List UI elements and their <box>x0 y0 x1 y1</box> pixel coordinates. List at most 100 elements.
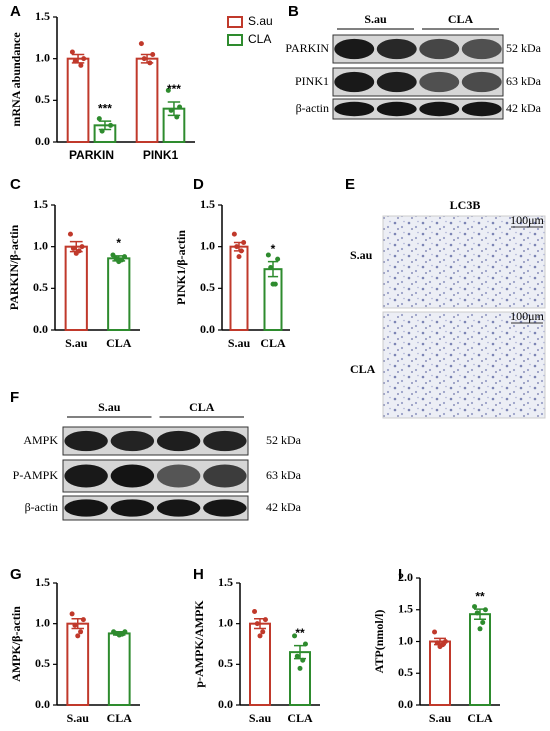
data-point <box>110 252 116 258</box>
data-point <box>80 617 86 623</box>
blot-band <box>334 71 375 93</box>
panel-label: D <box>193 176 204 193</box>
data-point <box>99 128 105 134</box>
data-point <box>147 60 153 66</box>
scale-label: 100μm <box>510 309 544 323</box>
blot-band <box>461 71 502 93</box>
y-tick-label: 1.0 <box>200 238 215 252</box>
blot-band <box>203 464 247 488</box>
bar <box>66 57 90 144</box>
data-point <box>482 607 488 613</box>
x-tick-label: S.au <box>249 711 272 725</box>
data-point <box>434 640 440 646</box>
data-point <box>265 252 271 258</box>
data-point <box>69 611 75 617</box>
bar <box>289 651 311 707</box>
data-point <box>268 265 274 270</box>
data-point <box>72 58 78 64</box>
blot-band <box>334 38 375 60</box>
data-point <box>260 629 266 635</box>
data-point <box>81 56 87 62</box>
y-tick-label: 0.5 <box>35 92 50 106</box>
data-point <box>474 610 480 616</box>
blot-band <box>64 499 108 517</box>
x-tick-label: CLA <box>107 711 133 725</box>
protein-label: β-actin <box>25 500 58 514</box>
data-point <box>73 250 79 256</box>
blot-band <box>64 430 108 452</box>
data-point <box>150 52 156 57</box>
bar <box>64 245 88 332</box>
panel-label: F <box>10 389 19 406</box>
data-point <box>472 604 478 610</box>
blot-band <box>64 464 108 488</box>
legend-label: CLA <box>248 32 271 46</box>
data-point <box>69 49 75 55</box>
blot-band <box>461 38 502 60</box>
data-point <box>294 653 300 659</box>
data-point <box>75 633 81 639</box>
y-tick-label: 0.5 <box>35 656 50 670</box>
significance: ** <box>295 626 305 640</box>
y-tick-label: 0.5 <box>218 656 233 670</box>
data-point <box>480 619 486 625</box>
size-label: 52 kDa <box>266 433 302 447</box>
bar <box>107 632 131 707</box>
size-label: 42 kDa <box>266 500 302 514</box>
y-tick-label: 1.0 <box>35 50 50 64</box>
data-point <box>116 259 122 265</box>
blot-band <box>156 464 201 488</box>
data-point <box>254 621 260 627</box>
data-point <box>141 56 147 62</box>
y-tick-label: 1.5 <box>33 197 48 211</box>
y-axis-label: PINK1/β-actin <box>174 230 188 305</box>
data-point <box>79 244 85 250</box>
data-point <box>122 254 128 260</box>
blot-band <box>203 430 247 452</box>
protein-label: AMPK <box>23 433 58 447</box>
data-point <box>275 256 281 262</box>
blot-band <box>156 430 201 452</box>
legend-swatch <box>227 34 243 46</box>
blot-band <box>156 499 201 517</box>
data-point <box>302 641 308 647</box>
y-tick-label: 0.5 <box>33 280 48 294</box>
data-point <box>72 622 78 628</box>
protein-label: P-AMPK <box>13 468 59 482</box>
data-point <box>231 231 237 237</box>
legend-label: S.au <box>248 14 273 28</box>
bar <box>135 57 159 144</box>
data-point <box>262 617 268 623</box>
protein-label: β-actin <box>296 101 329 115</box>
data-point <box>238 248 244 254</box>
data-point <box>236 254 242 260</box>
data-point <box>177 104 183 110</box>
data-point <box>297 665 303 671</box>
y-tick-label: 1.0 <box>218 615 233 629</box>
blot-band <box>376 101 417 117</box>
group-label: S.au <box>364 12 387 26</box>
size-label: 63 kDa <box>506 74 542 88</box>
x-tick-label: PINK1 <box>143 148 179 162</box>
x-tick-label: PARKIN <box>69 148 114 162</box>
blot-band <box>334 101 375 117</box>
significance: *** <box>167 82 181 96</box>
blot-band <box>376 71 417 93</box>
data-point <box>165 87 171 93</box>
blot-band <box>376 38 417 60</box>
y-tick-label: 0.5 <box>200 280 215 294</box>
scale-label: 100μm <box>510 213 544 227</box>
y-tick-label: 1.5 <box>398 602 413 616</box>
group-label: CLA <box>189 400 215 414</box>
stain-label: LC3B <box>450 198 481 212</box>
data-point <box>252 608 258 614</box>
panel-label: G <box>10 566 22 583</box>
size-label: 52 kDa <box>506 41 542 55</box>
panel-label: B <box>288 3 299 20</box>
data-point <box>113 255 119 261</box>
data-point <box>300 657 306 663</box>
size-label: 42 kDa <box>506 101 542 115</box>
x-tick-label: S.au <box>65 336 88 350</box>
panel-label: C <box>10 176 21 193</box>
panel-label: E <box>345 176 355 193</box>
